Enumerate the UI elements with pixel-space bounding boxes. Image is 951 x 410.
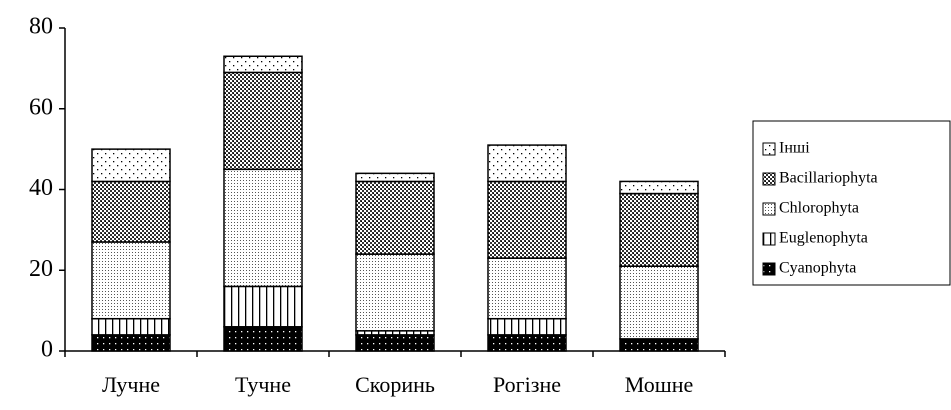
legend-label: Cyanophyta — [779, 260, 856, 277]
legend-label: Euglenophyta — [779, 230, 868, 247]
bar-segment — [487, 317, 567, 336]
legend-swatch — [762, 172, 776, 186]
bar-segment — [619, 180, 699, 195]
legend-label: Інші — [779, 140, 810, 157]
bar-segment — [91, 180, 171, 243]
bar-segment — [619, 192, 699, 267]
bar-segment — [91, 334, 171, 352]
legend-swatch — [762, 202, 776, 216]
legend-swatch — [762, 142, 776, 156]
bar-segment — [223, 168, 303, 288]
x-tick-label: Скоринь — [355, 372, 435, 397]
legend — [752, 120, 951, 286]
x-tick-label: Лучне — [102, 372, 160, 397]
bar-segment — [355, 334, 435, 352]
legend-swatch — [762, 232, 776, 246]
bar-segment — [487, 144, 567, 183]
y-tick-label: 40 — [29, 175, 53, 201]
bar-segment — [619, 265, 699, 340]
bar-segment — [487, 180, 567, 259]
bar-segment — [355, 172, 435, 183]
bar-segment — [91, 317, 171, 336]
legend-label: Chlorophyta — [779, 200, 859, 217]
bar-segment — [619, 338, 699, 352]
bar-segment — [355, 180, 435, 255]
bar-segment — [91, 241, 171, 320]
y-tick-label: 0 — [41, 337, 53, 363]
bar-segment — [355, 253, 435, 332]
x-tick-label: Рогізне — [493, 372, 561, 397]
legend-label: Bacillariophyta — [779, 170, 878, 187]
bar-segment — [487, 334, 567, 352]
x-tick-label: Мошне — [625, 372, 694, 397]
bar-segment — [223, 71, 303, 171]
y-tick-label: 80 — [29, 14, 53, 40]
bar-segment — [91, 148, 171, 183]
bar-segment — [223, 285, 303, 328]
legend-swatch — [762, 262, 776, 276]
x-tick-label: Тучне — [235, 372, 291, 397]
y-tick-label: 60 — [29, 94, 53, 120]
bar-segment — [223, 55, 303, 74]
bar-segment — [223, 326, 303, 352]
bar-segment — [487, 257, 567, 320]
y-tick-label: 20 — [29, 256, 53, 282]
